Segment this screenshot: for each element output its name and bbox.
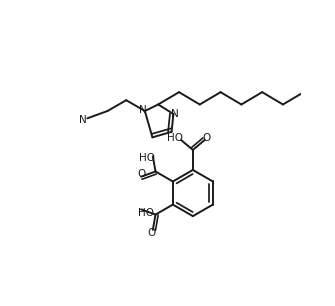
Text: N: N [79,115,86,125]
Text: HO: HO [167,133,183,144]
Text: N: N [171,109,179,119]
Text: O: O [202,133,210,143]
Text: O: O [137,169,145,179]
Text: HO: HO [138,208,154,218]
Text: O: O [147,228,155,238]
Text: N: N [139,105,147,115]
Text: HO: HO [139,153,155,163]
